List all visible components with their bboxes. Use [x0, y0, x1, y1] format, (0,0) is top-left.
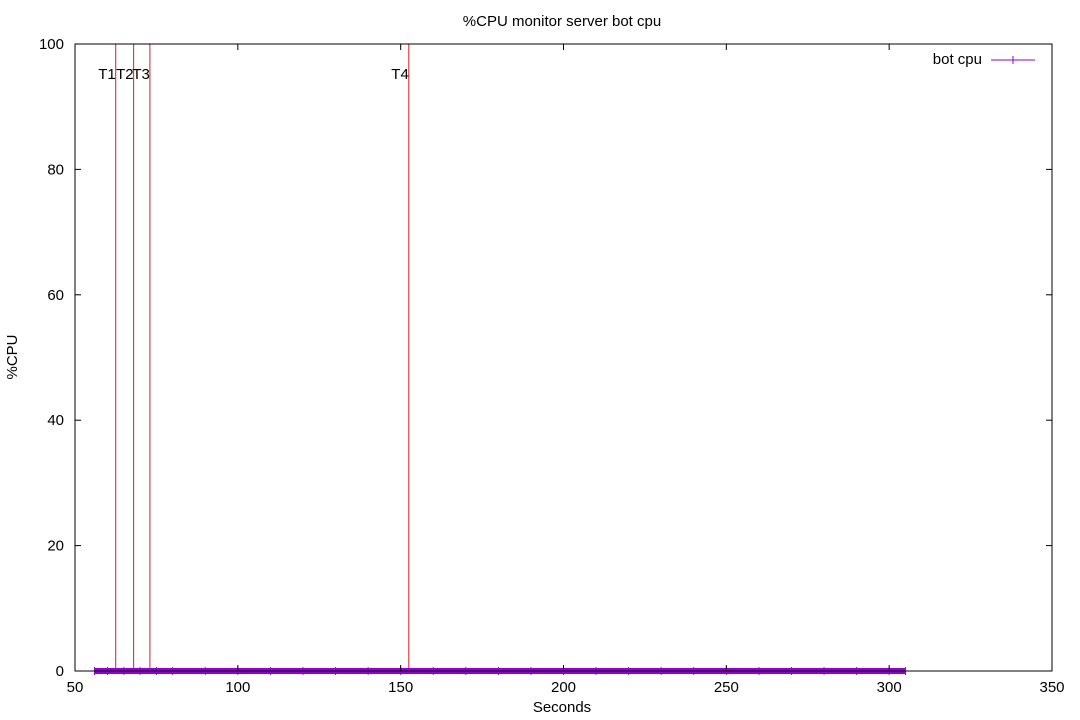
x-tick-label: 100 [225, 679, 250, 696]
y-tick-label: 20 [47, 538, 64, 555]
y-tick-label: 60 [47, 287, 64, 304]
x-tick-label: 150 [388, 679, 413, 696]
y-tick-label: 80 [47, 161, 64, 178]
marker-label: T4 [391, 66, 409, 83]
y-tick-label: 0 [56, 663, 64, 680]
chart-title: %CPU monitor server bot cpu [463, 13, 661, 30]
x-tick-label: 350 [1039, 679, 1064, 696]
y-axis-label: %CPU [4, 334, 21, 379]
y-tick-label: 40 [47, 412, 64, 429]
x-tick-label: 200 [551, 679, 576, 696]
x-tick-label: 300 [877, 679, 902, 696]
x-tick-label: 250 [714, 679, 739, 696]
plot-frame [74, 43, 1053, 672]
legend-label: bot cpu [933, 51, 982, 68]
marker-label: T2 [116, 66, 134, 83]
marker-label: T1 [98, 66, 116, 83]
x-axis-label: Seconds [533, 699, 591, 716]
tick-layer: 50 100 150 200 250 300 350 0 20 40 60 80 100 [39, 36, 1065, 696]
x-tick-label: 50 [67, 679, 84, 696]
legend: bot cpu [933, 51, 1035, 68]
y-tick-label: 100 [39, 36, 64, 53]
marker-label: T3 [132, 66, 150, 83]
